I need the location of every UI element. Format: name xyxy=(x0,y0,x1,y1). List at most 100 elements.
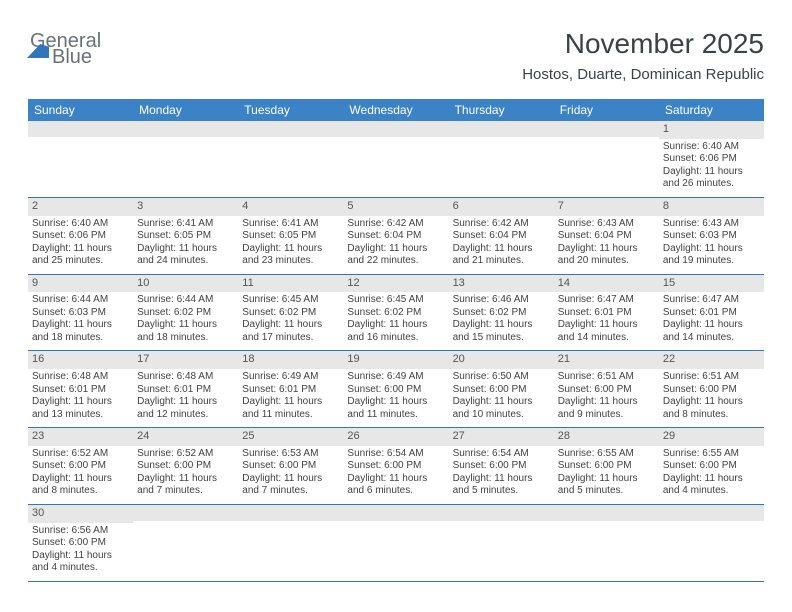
day-body: Sunrise: 6:44 AMSunset: 6:03 PMDaylight:… xyxy=(28,292,133,350)
sunset-line: Sunset: 6:00 PM xyxy=(242,460,339,473)
daylight-line: Daylight: 11 hours and 14 minutes. xyxy=(558,319,655,344)
day-body xyxy=(449,137,554,189)
day-body: Sunrise: 6:45 AMSunset: 6:02 PMDaylight:… xyxy=(238,292,343,350)
day-body: Sunrise: 6:52 AMSunset: 6:00 PMDaylight:… xyxy=(133,446,238,504)
day-cell xyxy=(449,121,554,197)
sunset-line: Sunset: 6:00 PM xyxy=(558,384,655,397)
day-cell: 23Sunrise: 6:52 AMSunset: 6:00 PMDayligh… xyxy=(28,427,133,504)
logo-text: General Blue xyxy=(30,32,101,66)
day-body: Sunrise: 6:40 AMSunset: 6:06 PMDaylight:… xyxy=(659,139,764,197)
sunrise-line: Sunrise: 6:52 AM xyxy=(137,448,234,461)
day-cell: 7Sunrise: 6:43 AMSunset: 6:04 PMDaylight… xyxy=(554,197,659,274)
sunset-line: Sunset: 6:06 PM xyxy=(663,153,760,166)
sunset-line: Sunset: 6:02 PM xyxy=(347,307,444,320)
day-body: Sunrise: 6:41 AMSunset: 6:05 PMDaylight:… xyxy=(133,216,238,274)
day-cell: 12Sunrise: 6:45 AMSunset: 6:02 PMDayligh… xyxy=(343,274,448,351)
calendar: SundayMondayTuesdayWednesdayThursdayFrid… xyxy=(28,99,764,582)
day-body xyxy=(343,137,448,189)
day-body xyxy=(28,137,133,189)
sunset-line: Sunset: 6:02 PM xyxy=(453,307,550,320)
sunrise-line: Sunrise: 6:55 AM xyxy=(663,448,760,461)
dayname-cell: Saturday xyxy=(659,99,764,121)
day-cell: 9Sunrise: 6:44 AMSunset: 6:03 PMDaylight… xyxy=(28,274,133,351)
week-row: 1Sunrise: 6:40 AMSunset: 6:06 PMDaylight… xyxy=(28,121,764,197)
sunset-line: Sunset: 6:00 PM xyxy=(32,460,129,473)
sunrise-line: Sunrise: 6:53 AM xyxy=(242,448,339,461)
sunrise-line: Sunrise: 6:49 AM xyxy=(347,371,444,384)
day-number: 22 xyxy=(659,351,764,369)
daylight-line: Daylight: 11 hours and 5 minutes. xyxy=(453,473,550,498)
day-number: 3 xyxy=(133,198,238,216)
sunrise-line: Sunrise: 6:55 AM xyxy=(558,448,655,461)
daylight-line: Daylight: 11 hours and 15 minutes. xyxy=(453,319,550,344)
daylight-line: Daylight: 11 hours and 12 minutes. xyxy=(137,396,234,421)
daylight-line: Daylight: 11 hours and 26 minutes. xyxy=(663,166,760,191)
sunset-line: Sunset: 6:04 PM xyxy=(558,230,655,243)
day-cell xyxy=(554,121,659,197)
dayname-row: SundayMondayTuesdayWednesdayThursdayFrid… xyxy=(28,99,764,121)
day-number: 8 xyxy=(659,198,764,216)
day-number: 21 xyxy=(554,351,659,369)
daylight-line: Daylight: 11 hours and 24 minutes. xyxy=(137,243,234,268)
day-cell: 18Sunrise: 6:49 AMSunset: 6:01 PMDayligh… xyxy=(238,350,343,427)
daylight-line: Daylight: 11 hours and 4 minutes. xyxy=(32,550,129,575)
day-number: 5 xyxy=(343,198,448,216)
week-row: 23Sunrise: 6:52 AMSunset: 6:00 PMDayligh… xyxy=(28,427,764,504)
sunset-line: Sunset: 6:04 PM xyxy=(453,230,550,243)
sunset-line: Sunset: 6:00 PM xyxy=(32,537,129,550)
day-number: 10 xyxy=(133,275,238,293)
day-body: Sunrise: 6:55 AMSunset: 6:00 PMDaylight:… xyxy=(554,446,659,504)
day-number xyxy=(28,121,133,137)
day-body: Sunrise: 6:54 AMSunset: 6:00 PMDaylight:… xyxy=(449,446,554,504)
sunrise-line: Sunrise: 6:56 AM xyxy=(32,525,129,538)
day-number: 25 xyxy=(238,428,343,446)
logo: General Blue xyxy=(28,28,101,66)
sunrise-line: Sunrise: 6:51 AM xyxy=(663,371,760,384)
day-cell xyxy=(554,504,659,581)
daylight-line: Daylight: 11 hours and 23 minutes. xyxy=(242,243,339,268)
day-body: Sunrise: 6:43 AMSunset: 6:04 PMDaylight:… xyxy=(554,216,659,274)
sunset-line: Sunset: 6:05 PM xyxy=(242,230,339,243)
day-number: 14 xyxy=(554,275,659,293)
day-cell: 13Sunrise: 6:46 AMSunset: 6:02 PMDayligh… xyxy=(449,274,554,351)
day-cell: 24Sunrise: 6:52 AMSunset: 6:00 PMDayligh… xyxy=(133,427,238,504)
dayname-cell: Monday xyxy=(133,99,238,121)
sunset-line: Sunset: 6:03 PM xyxy=(32,307,129,320)
day-body: Sunrise: 6:42 AMSunset: 6:04 PMDaylight:… xyxy=(449,216,554,274)
day-cell xyxy=(133,121,238,197)
day-number xyxy=(554,505,659,521)
logo-line2: Blue xyxy=(52,48,92,66)
sunrise-line: Sunrise: 6:40 AM xyxy=(663,141,760,154)
day-cell: 20Sunrise: 6:50 AMSunset: 6:00 PMDayligh… xyxy=(449,350,554,427)
sunrise-line: Sunrise: 6:46 AM xyxy=(453,294,550,307)
day-body: Sunrise: 6:49 AMSunset: 6:00 PMDaylight:… xyxy=(343,369,448,427)
day-cell: 14Sunrise: 6:47 AMSunset: 6:01 PMDayligh… xyxy=(554,274,659,351)
dayname-cell: Friday xyxy=(554,99,659,121)
day-number: 7 xyxy=(554,198,659,216)
day-body: Sunrise: 6:44 AMSunset: 6:02 PMDaylight:… xyxy=(133,292,238,350)
day-number: 17 xyxy=(133,351,238,369)
day-cell: 4Sunrise: 6:41 AMSunset: 6:05 PMDaylight… xyxy=(238,197,343,274)
day-body xyxy=(343,521,448,573)
weeks-container: 1Sunrise: 6:40 AMSunset: 6:06 PMDaylight… xyxy=(28,121,764,581)
day-body: Sunrise: 6:51 AMSunset: 6:00 PMDaylight:… xyxy=(659,369,764,427)
day-cell xyxy=(28,121,133,197)
day-cell: 5Sunrise: 6:42 AMSunset: 6:04 PMDaylight… xyxy=(343,197,448,274)
daylight-line: Daylight: 11 hours and 8 minutes. xyxy=(663,396,760,421)
sunset-line: Sunset: 6:01 PM xyxy=(137,384,234,397)
day-cell: 26Sunrise: 6:54 AMSunset: 6:00 PMDayligh… xyxy=(343,427,448,504)
day-body xyxy=(133,521,238,573)
day-cell xyxy=(343,121,448,197)
sunset-line: Sunset: 6:00 PM xyxy=(347,460,444,473)
day-number xyxy=(238,121,343,137)
day-body xyxy=(449,521,554,573)
sunrise-line: Sunrise: 6:44 AM xyxy=(137,294,234,307)
sunrise-line: Sunrise: 6:42 AM xyxy=(347,218,444,231)
daylight-line: Daylight: 11 hours and 21 minutes. xyxy=(453,243,550,268)
daylight-line: Daylight: 11 hours and 8 minutes. xyxy=(32,473,129,498)
sunset-line: Sunset: 6:00 PM xyxy=(453,460,550,473)
sunset-line: Sunset: 6:00 PM xyxy=(663,384,760,397)
day-body xyxy=(554,137,659,189)
day-body xyxy=(133,137,238,189)
sunrise-line: Sunrise: 6:44 AM xyxy=(32,294,129,307)
